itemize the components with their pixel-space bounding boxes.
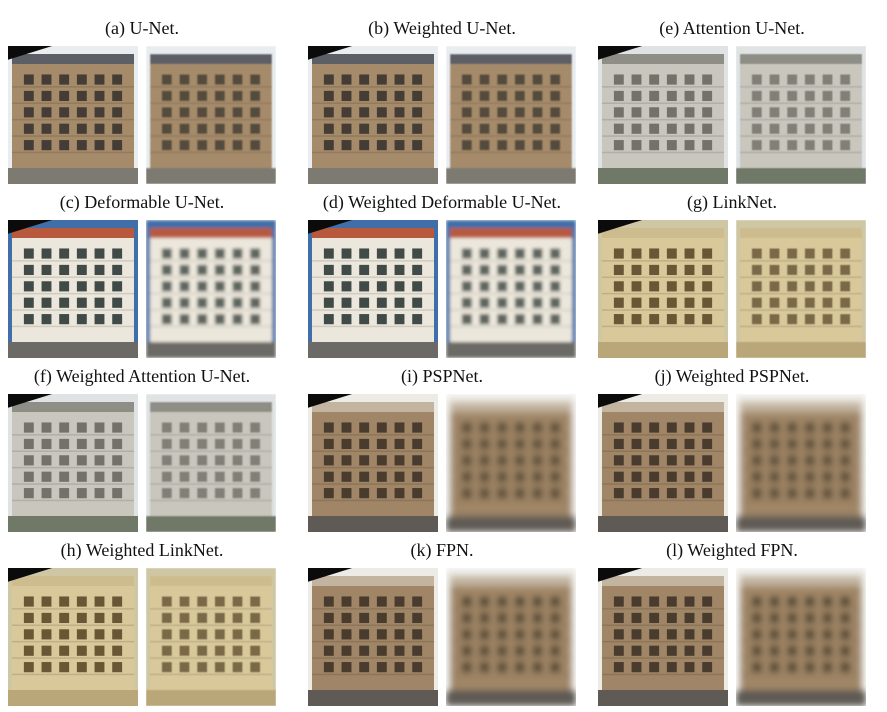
output-image	[146, 220, 276, 358]
panel-caption: (e) Attention U-Net.	[659, 18, 805, 38]
output-image	[736, 568, 866, 706]
generated-facade	[446, 568, 576, 706]
input-image	[308, 568, 438, 706]
output-image	[736, 46, 866, 184]
panel-h: (h) Weighted LinkNet.	[2, 536, 282, 708]
generated-facade	[446, 220, 576, 358]
input-facade	[8, 46, 138, 184]
image-pair	[598, 46, 866, 184]
panel-caption: (g) LinkNet.	[687, 192, 777, 212]
input-facade	[8, 220, 138, 358]
output-image	[446, 568, 576, 706]
input-image	[8, 220, 138, 358]
input-image	[8, 568, 138, 706]
panel-caption: (i) PSPNet.	[400, 366, 483, 386]
output-image	[446, 220, 576, 358]
output-image	[146, 46, 276, 184]
generated-facade	[146, 220, 276, 358]
generated-facade	[146, 568, 276, 706]
generated-facade	[736, 46, 866, 184]
image-pair	[308, 220, 576, 358]
panel-caption: (h) Weighted LinkNet.	[60, 540, 224, 560]
output-image	[736, 394, 866, 532]
panel-caption: (d) Weighted Deformable U-Net.	[322, 192, 562, 212]
input-image	[308, 394, 438, 532]
input-image	[598, 46, 728, 184]
image-pair	[308, 46, 576, 184]
input-image	[8, 394, 138, 532]
input-facade	[8, 568, 138, 706]
input-image	[308, 46, 438, 184]
input-facade	[598, 46, 728, 184]
input-facade	[308, 568, 438, 706]
panel-k: (k) FPN.	[302, 536, 582, 708]
input-image	[8, 46, 138, 184]
panel-a: (a) U-Net.	[2, 14, 282, 186]
input-facade	[598, 568, 728, 706]
output-image	[736, 220, 866, 358]
panel-b: (b) Weighted U-Net.	[302, 14, 582, 186]
panel-caption: (a) U-Net.	[105, 18, 179, 38]
panel-caption: (c) Deformable U-Net.	[59, 192, 225, 212]
input-facade	[598, 220, 728, 358]
input-facade	[8, 394, 138, 532]
image-pair	[8, 220, 276, 358]
panel-g: (g) LinkNet.	[592, 188, 872, 360]
panel-caption: (f) Weighted Attention U-Net.	[33, 366, 251, 386]
image-pair	[8, 394, 276, 532]
image-pair	[8, 568, 276, 706]
panel-caption: (j) Weighted PSPNet.	[654, 366, 810, 386]
generated-facade	[736, 220, 866, 358]
input-facade	[308, 394, 438, 532]
panel-c: (c) Deformable U-Net.	[2, 188, 282, 360]
output-image	[146, 394, 276, 532]
generated-facade	[446, 394, 576, 532]
output-image	[446, 46, 576, 184]
input-facade	[308, 46, 438, 184]
generated-facade	[736, 568, 866, 706]
generated-facade	[736, 394, 866, 532]
panel-f: (f) Weighted Attention U-Net.	[2, 362, 282, 534]
panel-d: (d) Weighted Deformable U-Net.	[302, 188, 582, 360]
panel-i: (i) PSPNet.	[302, 362, 582, 534]
image-pair	[308, 568, 576, 706]
image-pair	[8, 46, 276, 184]
input-facade	[308, 220, 438, 358]
image-pair	[308, 394, 576, 532]
image-pair	[598, 220, 866, 358]
output-image	[146, 568, 276, 706]
panel-e: (e) Attention U-Net.	[592, 14, 872, 186]
panel-caption: (k) FPN.	[410, 540, 474, 560]
input-image	[598, 394, 728, 532]
generated-facade	[146, 394, 276, 532]
panel-caption: (b) Weighted U-Net.	[368, 18, 516, 38]
image-pair	[598, 394, 866, 532]
input-facade	[598, 394, 728, 532]
panel-l: (l) Weighted FPN.	[592, 536, 872, 708]
panel-caption: (l) Weighted FPN.	[666, 540, 798, 560]
image-pair	[598, 568, 866, 706]
input-image	[308, 220, 438, 358]
input-image	[598, 568, 728, 706]
generated-facade	[446, 46, 576, 184]
panel-j: (j) Weighted PSPNet.	[592, 362, 872, 534]
output-image	[446, 394, 576, 532]
input-image	[598, 220, 728, 358]
generated-facade	[146, 46, 276, 184]
